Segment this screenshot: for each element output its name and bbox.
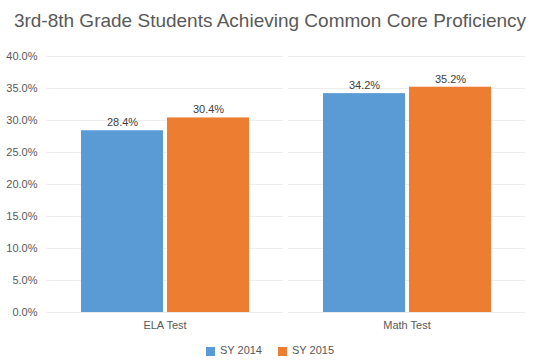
svg-text:30.0%: 30.0% [6,114,37,126]
svg-text:Math Test: Math Test [383,319,431,331]
svg-text:28.4%: 28.4% [107,116,138,128]
html-text:3rd-8th Grade Students Achievi: 3rd-8th Grade Students Achieving Common … [13,10,527,31]
svg-text:0.0%: 0.0% [12,306,37,318]
svg-text:15.0%: 15.0% [6,210,37,222]
svg-text:30.4%: 30.4% [193,103,224,115]
svg-text:25.0%: 25.0% [6,146,37,158]
svg-text:ELA Test: ELA Test [143,319,186,331]
svg-text:20.0%: 20.0% [6,178,37,190]
html-text:SY 2014: SY 2014 [220,344,262,356]
svg-text:34.2%: 34.2% [349,79,380,91]
svg-text:40.0%: 40.0% [6,50,37,62]
svg-text:5.0%: 5.0% [12,274,37,286]
svg-text:35.0%: 35.0% [6,82,37,94]
svg-text:10.0%: 10.0% [6,242,37,254]
svg-text:35.2%: 35.2% [435,73,466,85]
html-text:SY 2015: SY 2015 [292,344,334,356]
